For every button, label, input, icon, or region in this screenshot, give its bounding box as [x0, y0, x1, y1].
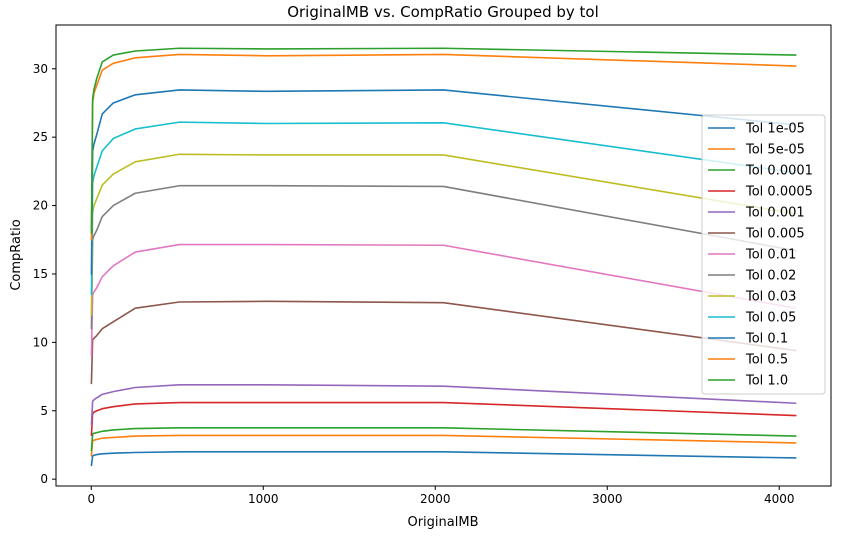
y-tick-label: 20: [33, 199, 48, 213]
legend-label: Tol 0.001: [745, 206, 805, 221]
legend-label: Tol 0.01: [745, 248, 796, 263]
x-axis-label: OriginalMB: [407, 515, 478, 530]
legend-label: Tol 0.05: [745, 311, 796, 326]
series-line: [90, 427, 797, 452]
legend-label: Tol 0.03: [745, 290, 796, 305]
series-line: [90, 184, 797, 330]
series-line: [90, 383, 797, 426]
y-tick-label: 30: [33, 62, 48, 76]
chart-title: OriginalMB vs. CompRatio Grouped by tol: [287, 3, 599, 21]
series-line: [90, 300, 797, 385]
series-line: [90, 47, 797, 234]
legend-label: Tol 0.02: [745, 269, 796, 284]
series-line: [90, 450, 797, 467]
legend-label: Tol 0.0001: [745, 164, 813, 179]
legend-label: Tol 1.0: [745, 374, 788, 389]
legend-label: Tol 0.1: [745, 332, 788, 347]
series-line: [90, 243, 797, 357]
y-tick-label: 25: [33, 130, 48, 144]
series-line: [90, 401, 797, 437]
y-tick-label: 10: [33, 335, 48, 349]
y-axis-label: CompRatio: [9, 219, 24, 290]
y-tick-label: 0: [40, 472, 48, 486]
legend: Tol 1e-05 Tol 5e-05 Tol 0.0001 Tol 0.0005 To…: [701, 114, 826, 395]
x-tick-label: 3000: [592, 492, 623, 506]
legend-label: Tol 0.005: [745, 227, 805, 242]
legend-label: Tol 0.5: [745, 353, 788, 368]
x-tick-label: 2000: [420, 492, 451, 506]
x-tick-label: 4000: [764, 492, 795, 506]
series-line: [90, 434, 797, 457]
series-line: [90, 89, 797, 275]
plot-frame: [55, 24, 832, 487]
legend-label: Tol 1e-05: [745, 122, 805, 137]
axis-ticks: 0 1000 2000 3000 4000 0 5 10 15 20 25 30: [33, 62, 795, 506]
x-tick-label: 1000: [248, 492, 279, 506]
x-tick-label: 0: [87, 492, 95, 506]
series-line: [90, 121, 797, 296]
legend-label: Tol 0.0005: [745, 185, 813, 200]
legend-box: [701, 114, 826, 395]
legend-label: Tol 5e-05: [745, 143, 805, 158]
series-lines: [90, 47, 797, 467]
y-tick-label: 15: [33, 267, 48, 281]
series-line: [90, 153, 797, 316]
y-tick-label: 5: [40, 404, 48, 418]
